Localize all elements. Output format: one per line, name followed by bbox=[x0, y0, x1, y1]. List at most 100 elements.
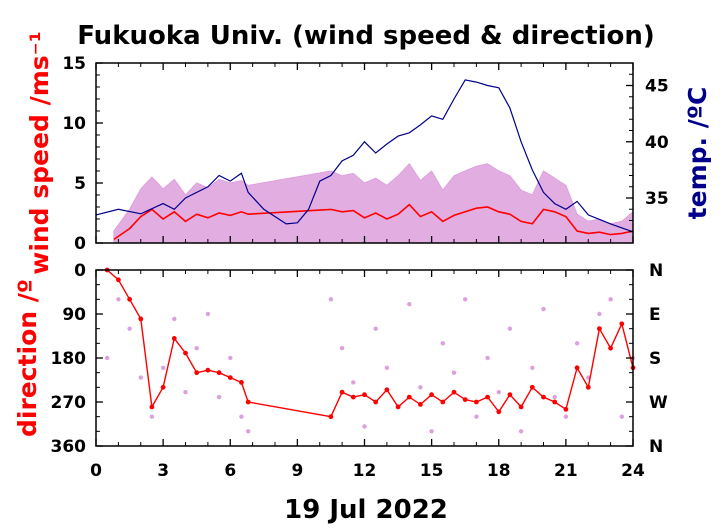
wind-direction-point-24 bbox=[440, 399, 446, 405]
hour-tick-label-9: 9 bbox=[291, 461, 303, 481]
wind-direction-point-35 bbox=[563, 406, 569, 412]
wind-direction-point-9 bbox=[205, 367, 211, 373]
gust-direction-point-17 bbox=[362, 424, 367, 429]
wind-direction-point-22 bbox=[418, 402, 423, 407]
gust-direction-point-36 bbox=[574, 341, 580, 346]
gust-direction-point-23 bbox=[429, 429, 434, 434]
temperature-axis-label: temp. /ºC bbox=[683, 87, 712, 220]
gust-direction-point-25 bbox=[451, 370, 457, 375]
wind-direction-point-31 bbox=[518, 404, 524, 410]
hour-tick-label-12: 12 bbox=[353, 461, 377, 481]
gust-direction-point-27 bbox=[474, 414, 479, 419]
wind-direction-point-38 bbox=[597, 326, 602, 332]
gust-direction-point-19 bbox=[384, 365, 390, 370]
gust-direction-point-5 bbox=[160, 365, 166, 370]
wind-speed-axis-label: wind speed /ms⁻¹ bbox=[25, 31, 54, 275]
wind-speed-tick-label-0: 0 bbox=[74, 234, 86, 254]
wind-speed-tick-label-10: 10 bbox=[62, 114, 86, 134]
wind-direction-point-25 bbox=[451, 389, 457, 395]
gust-direction-point-16 bbox=[351, 380, 356, 385]
wind-direction-plot-area bbox=[104, 267, 636, 434]
wind-direction-point-37 bbox=[585, 384, 591, 390]
wind-speed-axes: 0 5 10 15 35 40 45 bbox=[62, 54, 669, 254]
hour-tick-label-15: 15 bbox=[420, 461, 444, 481]
gust-direction-point-7 bbox=[183, 390, 188, 395]
direction-tick-label-360: 360 bbox=[51, 437, 87, 457]
wind-direction-point-1 bbox=[116, 277, 121, 283]
gust-direction-point-29 bbox=[496, 390, 501, 395]
compass-label-4: N bbox=[649, 437, 663, 457]
wind-direction-point-8 bbox=[194, 370, 200, 376]
wind-speed-plot-area bbox=[95, 79, 634, 244]
wind-speed-panel: 0 5 10 15 35 40 45 wind speed /ms⁻¹ temp. /ºC bbox=[25, 31, 712, 275]
hour-tick-label-6: 6 bbox=[224, 461, 236, 481]
gust-direction-point-21 bbox=[407, 302, 412, 307]
wind-speed-line bbox=[113, 203, 634, 241]
wind-gust-area-0 bbox=[113, 162, 634, 244]
wind-direction-point-33 bbox=[541, 394, 546, 400]
wind-direction-point-6 bbox=[171, 336, 177, 341]
gust-direction-point-9 bbox=[205, 311, 211, 317]
wind-direction-point-40 bbox=[619, 321, 625, 327]
temperature-line bbox=[95, 79, 634, 233]
wind-direction-point-39 bbox=[608, 345, 613, 351]
gust-direction-point-32 bbox=[530, 365, 535, 370]
gust-direction-point-13 bbox=[246, 429, 251, 434]
wind-direction-point-4 bbox=[149, 404, 155, 410]
gust-direction-point-8 bbox=[194, 346, 199, 351]
direction-tick-label-270: 270 bbox=[51, 393, 87, 413]
temperature-tick-label-40: 40 bbox=[645, 133, 669, 153]
wind-direction-point-20 bbox=[395, 404, 401, 410]
gust-direction-point-12 bbox=[239, 414, 244, 419]
wind-direction-panel: 0 3 6 9 12 15 18 21 24 0 N 90 E 180 S 270 W 360 N directio… bbox=[13, 261, 668, 481]
compass-label-0: N bbox=[649, 261, 663, 281]
gust-direction-point-40 bbox=[619, 414, 624, 419]
wind-direction-point-23 bbox=[429, 392, 434, 398]
gust-direction-point-35 bbox=[563, 414, 569, 419]
gust-direction-point-39 bbox=[608, 297, 613, 302]
gust-direction-point-11 bbox=[228, 355, 233, 361]
gust-direction-point-30 bbox=[507, 326, 513, 331]
wind-direction-point-17 bbox=[362, 392, 367, 398]
wind-direction-point-19 bbox=[384, 387, 390, 393]
gust-direction-point-34 bbox=[552, 394, 557, 400]
gust-direction-point-1 bbox=[116, 297, 121, 302]
wind-direction-point-10 bbox=[216, 370, 222, 376]
wind-direction-point-15 bbox=[339, 389, 345, 395]
direction-axis-label: direction /º bbox=[13, 279, 42, 437]
hour-tick-label-0: 0 bbox=[90, 461, 102, 481]
compass-label-3: W bbox=[649, 393, 668, 413]
wind-direction-point-28 bbox=[485, 394, 490, 400]
gust-direction-point-38 bbox=[597, 311, 602, 317]
compass-label-2: S bbox=[649, 349, 661, 369]
gust-direction-point-2 bbox=[127, 326, 132, 331]
direction-tick-label-180: 180 bbox=[51, 349, 87, 369]
wind-direction-point-3 bbox=[138, 316, 144, 322]
wind-direction-point-27 bbox=[474, 399, 479, 405]
gust-direction-point-28 bbox=[485, 355, 490, 361]
gust-direction-point-24 bbox=[440, 341, 445, 346]
wind-direction-point-13 bbox=[245, 399, 251, 405]
compass-label-1: E bbox=[649, 305, 661, 325]
temperature-tick-label-45: 45 bbox=[645, 77, 669, 97]
gust-direction-point-18 bbox=[373, 326, 378, 331]
wind-direction-point-12 bbox=[239, 380, 244, 385]
wind-speed-tick-label-15: 15 bbox=[62, 54, 86, 74]
chart-title: Fukuoka Univ. (wind speed & direction) bbox=[77, 21, 655, 51]
wind-direction-point-21 bbox=[406, 394, 412, 400]
wind-direction-point-32 bbox=[529, 384, 535, 390]
temperature-tick-label-35: 35 bbox=[645, 189, 669, 209]
gust-direction-point-14 bbox=[328, 297, 334, 302]
wind-direction-point-11 bbox=[227, 375, 233, 380]
gust-direction-point-6 bbox=[172, 316, 177, 322]
wind-direction-point-26 bbox=[462, 397, 468, 402]
wind-direction-point-14 bbox=[328, 414, 334, 420]
gust-direction-point-15 bbox=[339, 346, 345, 351]
gust-direction-point-33 bbox=[541, 306, 546, 312]
hour-tick-label-21: 21 bbox=[554, 461, 578, 481]
wind-speed-tick-label-5: 5 bbox=[74, 174, 86, 194]
wind-direction-point-36 bbox=[574, 365, 580, 371]
gust-direction-point-31 bbox=[518, 429, 524, 434]
wind-direction-axes: 0 3 6 9 12 15 18 21 24 0 N 90 E 180 S 270 W 360 N bbox=[51, 261, 669, 481]
